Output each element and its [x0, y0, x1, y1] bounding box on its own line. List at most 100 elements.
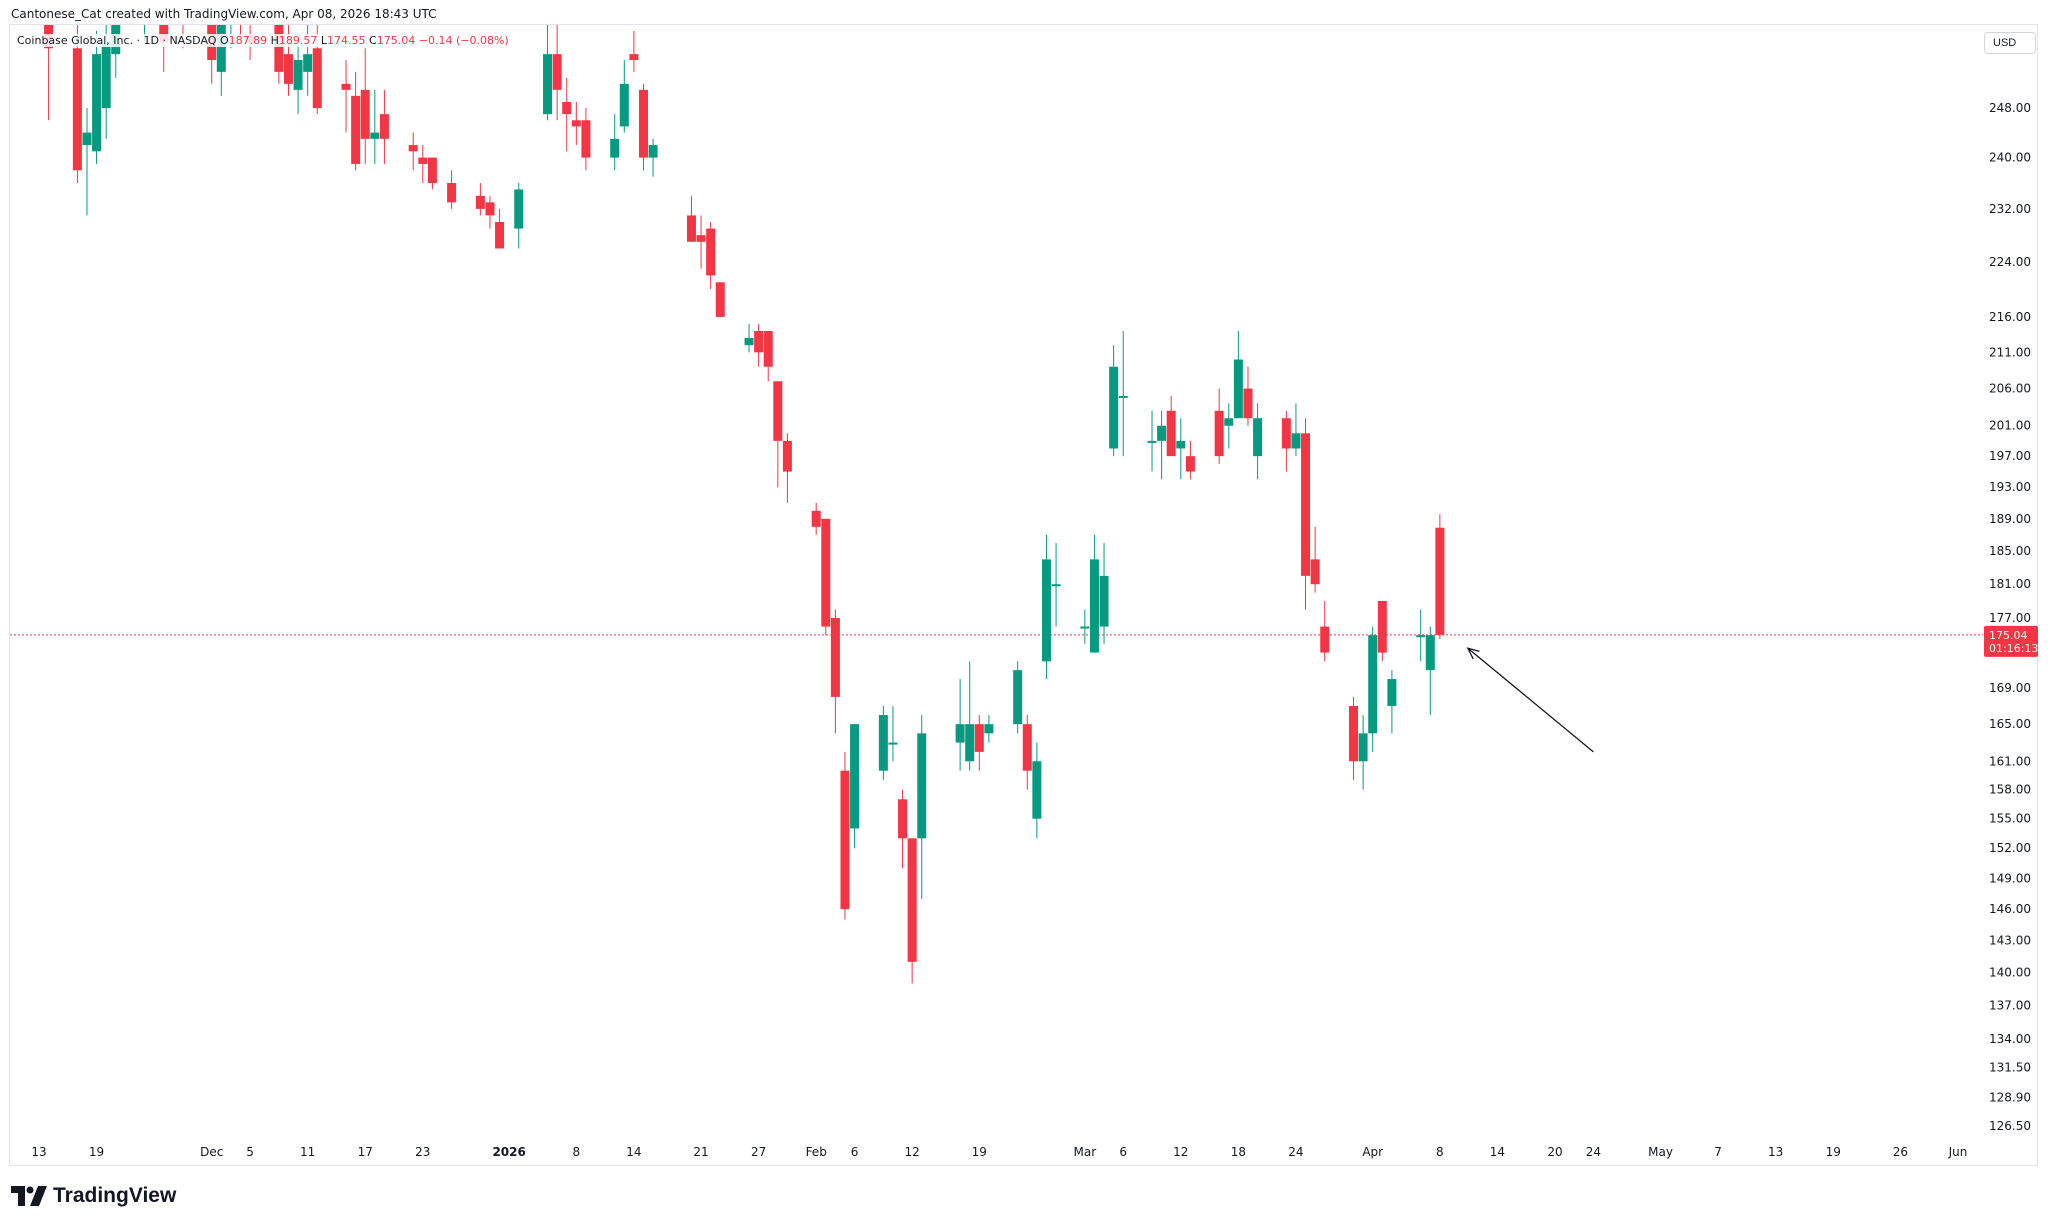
currency-selector[interactable]: USD [1984, 32, 2036, 54]
candle[interactable] [1233, 330, 1243, 419]
candle[interactable] [245, 2, 255, 61]
candle[interactable] [581, 108, 591, 171]
candle[interactable] [1358, 715, 1368, 790]
candle[interactable] [1013, 661, 1023, 734]
candle[interactable] [984, 715, 994, 743]
candle[interactable] [1301, 418, 1311, 610]
candle[interactable] [485, 195, 495, 229]
candle[interactable] [379, 89, 389, 164]
candle[interactable] [92, 30, 102, 164]
candle[interactable] [562, 77, 572, 152]
candle[interactable] [1051, 543, 1061, 627]
candle[interactable] [1320, 601, 1330, 662]
candle[interactable] [1387, 670, 1397, 734]
candle[interactable] [82, 108, 92, 216]
candle[interactable] [1147, 410, 1157, 472]
candle[interactable] [1224, 403, 1234, 449]
candle[interactable] [773, 381, 783, 488]
candle[interactable] [1176, 418, 1186, 480]
candle[interactable] [850, 724, 860, 849]
candle[interactable] [44, 0, 54, 121]
candle[interactable] [1243, 366, 1253, 426]
candle[interactable] [782, 433, 792, 503]
candle[interactable] [648, 138, 658, 177]
candle[interactable] [821, 518, 831, 636]
candle[interactable] [447, 170, 457, 209]
candle[interactable] [754, 323, 764, 367]
candle[interactable] [898, 789, 908, 869]
time-tick-label: 23 [415, 1145, 430, 1159]
candle[interactable] [1368, 626, 1378, 752]
candle[interactable] [571, 101, 581, 146]
candle[interactable] [1041, 534, 1051, 680]
time-axis[interactable]: 13 19 Dec 5 11 17 23 2026 8 14 21 27 Feb 6 12 19 Mar 6 12 1… [31, 1145, 1967, 1159]
candle[interactable] [341, 60, 351, 133]
candle[interactable] [696, 215, 706, 269]
candle[interactable] [1416, 609, 1426, 662]
candle[interactable] [1310, 526, 1320, 593]
candle[interactable] [965, 661, 975, 771]
candle[interactable] [629, 30, 639, 72]
symbol-name[interactable]: Coinbase Global, Inc. · 1D · NASDAQ [17, 34, 217, 47]
candle[interactable] [150, 0, 159, 25]
candle[interactable] [715, 282, 725, 317]
candle[interactable] [1032, 742, 1042, 839]
candle[interactable] [1349, 696, 1359, 781]
candle[interactable] [1185, 440, 1195, 480]
candle[interactable] [1109, 345, 1119, 457]
candle[interactable] [370, 89, 380, 164]
candle[interactable] [1377, 601, 1387, 662]
candle[interactable] [888, 705, 898, 762]
annotations[interactable] [1466, 647, 1594, 753]
price-axis[interactable]: 248.00 240.00 232.00 224.00 216.00 211.00 206.… [1989, 101, 2031, 1133]
candle[interactable] [974, 715, 984, 771]
candle[interactable] [955, 679, 965, 771]
candle[interactable] [878, 705, 888, 781]
candle[interactable] [351, 71, 361, 171]
candle[interactable] [917, 715, 927, 899]
candle[interactable] [552, 25, 562, 121]
candle[interactable] [840, 751, 850, 920]
candle[interactable] [216, 2, 226, 96]
arrow-annotation-icon[interactable] [1466, 647, 1594, 753]
candle[interactable] [830, 609, 840, 734]
candle[interactable] [1022, 715, 1032, 790]
candle[interactable] [360, 48, 370, 164]
candle[interactable] [514, 183, 524, 249]
symbol-legend[interactable]: Coinbase Global, Inc. · 1D · NASDAQ O187… [17, 34, 509, 47]
candle[interactable] [763, 330, 773, 382]
candle[interactable] [293, 36, 303, 115]
candle[interactable] [1281, 410, 1291, 472]
candle[interactable] [686, 195, 696, 242]
candle[interactable] [744, 323, 754, 353]
chart-frame[interactable] [9, 24, 2038, 1166]
candle[interactable] [1214, 388, 1224, 464]
candle[interactable] [1099, 543, 1109, 644]
candle[interactable] [418, 145, 428, 184]
brand-footer[interactable]: TradingView [11, 1182, 176, 1210]
candle[interactable] [610, 114, 620, 171]
candle[interactable] [159, 0, 169, 72]
candle[interactable] [475, 183, 485, 216]
candle[interactable] [811, 502, 821, 535]
candle[interactable] [619, 60, 629, 133]
candle[interactable] [706, 221, 716, 290]
candle[interactable] [1425, 626, 1435, 716]
candle[interactable] [1080, 609, 1090, 644]
candle[interactable] [408, 132, 418, 171]
candle[interactable] [1291, 403, 1301, 457]
candle[interactable] [1118, 330, 1128, 457]
candle[interactable] [1253, 403, 1263, 480]
candle[interactable] [638, 83, 648, 171]
candle[interactable] [543, 25, 553, 121]
candle[interactable] [1089, 534, 1099, 653]
candle[interactable] [1157, 410, 1167, 480]
candle[interactable] [907, 838, 917, 984]
candle[interactable] [235, 0, 245, 37]
candle[interactable] [1435, 514, 1445, 640]
candle[interactable] [495, 208, 505, 249]
candle[interactable] [72, 25, 82, 184]
candle[interactable] [1166, 395, 1176, 457]
candle[interactable] [427, 157, 437, 190]
